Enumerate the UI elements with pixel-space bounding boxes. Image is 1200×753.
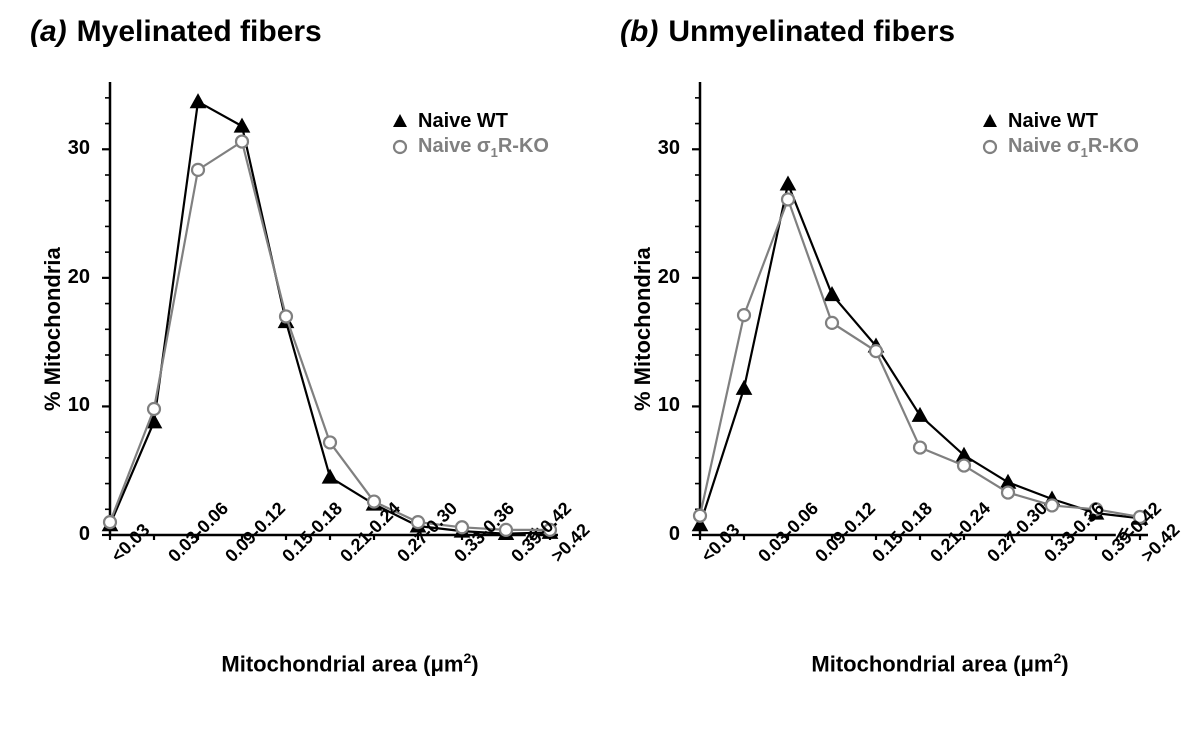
marker-circle [148,403,160,415]
legend-row-wt: Naive WT [980,108,1139,134]
figure: (a)Myelinated fibers0102030<0.030.03-0.0… [0,0,1200,753]
x-tick-label: 0.09-0.12 [221,549,239,567]
x-axis-label: Mitochondrial area (μm2) [750,650,1130,677]
x-tick-label: 0.39-0.42 [507,549,525,567]
panel-title: Unmyelinated fibers [668,15,955,48]
y-tick-label: 0 [648,523,680,546]
marker-circle [694,510,706,522]
legend-row-ko: Naive σ1R-KO [390,134,549,160]
x-tick-label: 0.39-0.42 [1097,549,1115,567]
marker-circle [324,436,336,448]
legend-marker-circle [980,139,1000,155]
x-tick-label: >0.42 [547,549,565,567]
y-tick-label: 30 [58,137,90,160]
marker-circle [456,521,468,533]
x-tick-label: 0.03-0.06 [754,549,772,567]
legend-marker-triangle [390,113,410,129]
x-tick-label: 0.21-0.24 [926,549,944,567]
x-tick-label: 0.09-0.12 [811,549,829,567]
x-tick-label: 0.33-0.36 [1040,549,1058,567]
marker-circle [236,136,248,148]
marker-circle [280,310,292,322]
x-tick-label: 0.21-0.24 [336,549,354,567]
x-tick-label: 0.15-0.18 [279,549,297,567]
panel-title-row: (b) Unmyelinated fibers [620,15,1200,49]
marker-circle [104,516,116,528]
x-tick-label: <0.03 [697,549,715,567]
y-tick-label: 0 [58,523,90,546]
series-line [700,184,1140,525]
x-tick-label: >0.42 [1137,549,1155,567]
marker-circle [826,317,838,329]
legend-label-wt: Naive WT [418,110,508,133]
marker-triangle [235,119,250,133]
panel-b: (b)Unmyelinated fibers0102030<0.030.03-0… [600,0,1200,753]
panel-title-row: (a) Myelinated fibers [30,15,630,49]
panel-letter: (b) [620,15,658,48]
y-axis-label: % Mitochondria [630,247,656,411]
legend-marker-triangle [980,113,1000,129]
marker-triangle [913,408,928,422]
marker-triangle [825,287,840,301]
x-axis-label: Mitochondrial area (μm2) [160,650,540,677]
marker-triangle [323,470,338,484]
legend-marker-circle [390,139,410,155]
marker-circle [870,345,882,357]
legend-row-wt: Naive WT [390,108,549,134]
marker-triangle [781,177,796,191]
x-tick-label: 0.27-0.30 [393,549,411,567]
y-axis-label: % Mitochondria [40,247,66,411]
legend-label-ko: Naive σ1R-KO [418,135,549,160]
y-tick-label: 30 [648,137,680,160]
marker-circle [192,164,204,176]
x-tick-label: 0.27-0.30 [983,549,1001,567]
x-tick-label: 0.03-0.06 [164,549,182,567]
panel-title: Myelinated fibers [77,15,322,48]
x-tick-label: <0.03 [107,549,125,567]
marker-circle [738,309,750,321]
series-line [700,199,1140,517]
marker-circle [368,496,380,508]
x-tick-label: 0.33-0.36 [450,549,468,567]
legend-row-ko: Naive σ1R-KO [980,134,1139,160]
legend: Naive WTNaive σ1R-KO [980,108,1139,160]
legend: Naive WTNaive σ1R-KO [390,108,549,160]
marker-triangle [737,381,752,395]
legend-label-wt: Naive WT [1008,110,1098,133]
panel-a: (a)Myelinated fibers0102030<0.030.03-0.0… [0,0,600,753]
marker-circle [958,460,970,472]
marker-triangle [191,94,206,108]
legend-label-ko: Naive σ1R-KO [1008,135,1139,160]
x-tick-label: 0.15-0.18 [869,549,887,567]
marker-circle [782,193,794,205]
marker-circle [1002,487,1014,499]
panel-letter: (a) [30,15,67,48]
marker-circle [914,442,926,454]
